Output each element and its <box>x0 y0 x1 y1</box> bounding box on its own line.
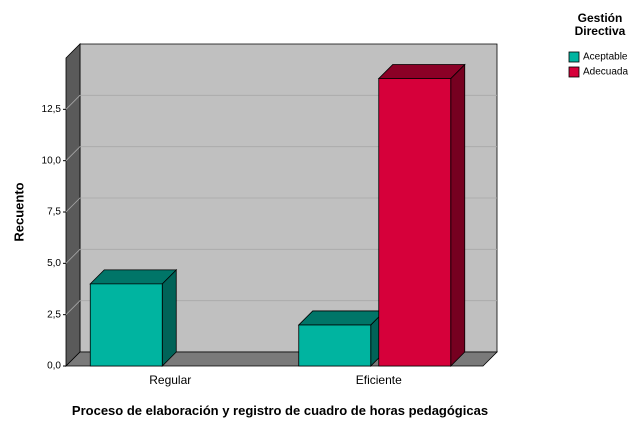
grid-line <box>65 94 497 110</box>
bar-side <box>450 63 466 367</box>
y-axis-label: Recuento <box>11 182 26 241</box>
bar <box>89 268 178 367</box>
y-tick-label: 5,0 <box>47 258 61 269</box>
legend-swatch <box>568 66 580 78</box>
bar <box>377 63 466 367</box>
grid-line <box>65 248 497 264</box>
y-tick-label: 10,0 <box>42 155 62 166</box>
grid-line <box>65 197 497 213</box>
x-tick-label: Regular <box>149 373 191 387</box>
legend-title: Gestión Directiva <box>574 11 626 38</box>
y-tick-label: 2,5 <box>47 309 61 320</box>
bar-side <box>161 268 177 367</box>
x-axis-label: Proceso de elaboración y registro de cua… <box>71 403 489 418</box>
bar-top <box>297 310 386 326</box>
legend-swatch <box>568 51 580 63</box>
bar-front <box>89 283 163 367</box>
bar-front <box>298 324 372 367</box>
legend-label: Adecuada <box>583 67 628 78</box>
y-tick-label: 0,0 <box>47 361 61 372</box>
bar-front <box>378 78 452 367</box>
bar <box>297 309 386 367</box>
bar-top <box>89 269 178 285</box>
y-tick-label: 12,5 <box>42 104 62 115</box>
y-tick-label: 7,5 <box>47 207 61 218</box>
grid-line <box>65 300 497 315</box>
bar-top <box>377 64 466 79</box>
legend-label: Aceptable <box>583 52 628 63</box>
x-tick-label: Eficiente <box>356 373 402 387</box>
grid-line <box>65 146 497 161</box>
